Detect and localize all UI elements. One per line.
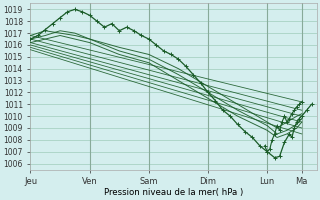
X-axis label: Pression niveau de la mer( hPa ): Pression niveau de la mer( hPa ) xyxy=(104,188,243,197)
